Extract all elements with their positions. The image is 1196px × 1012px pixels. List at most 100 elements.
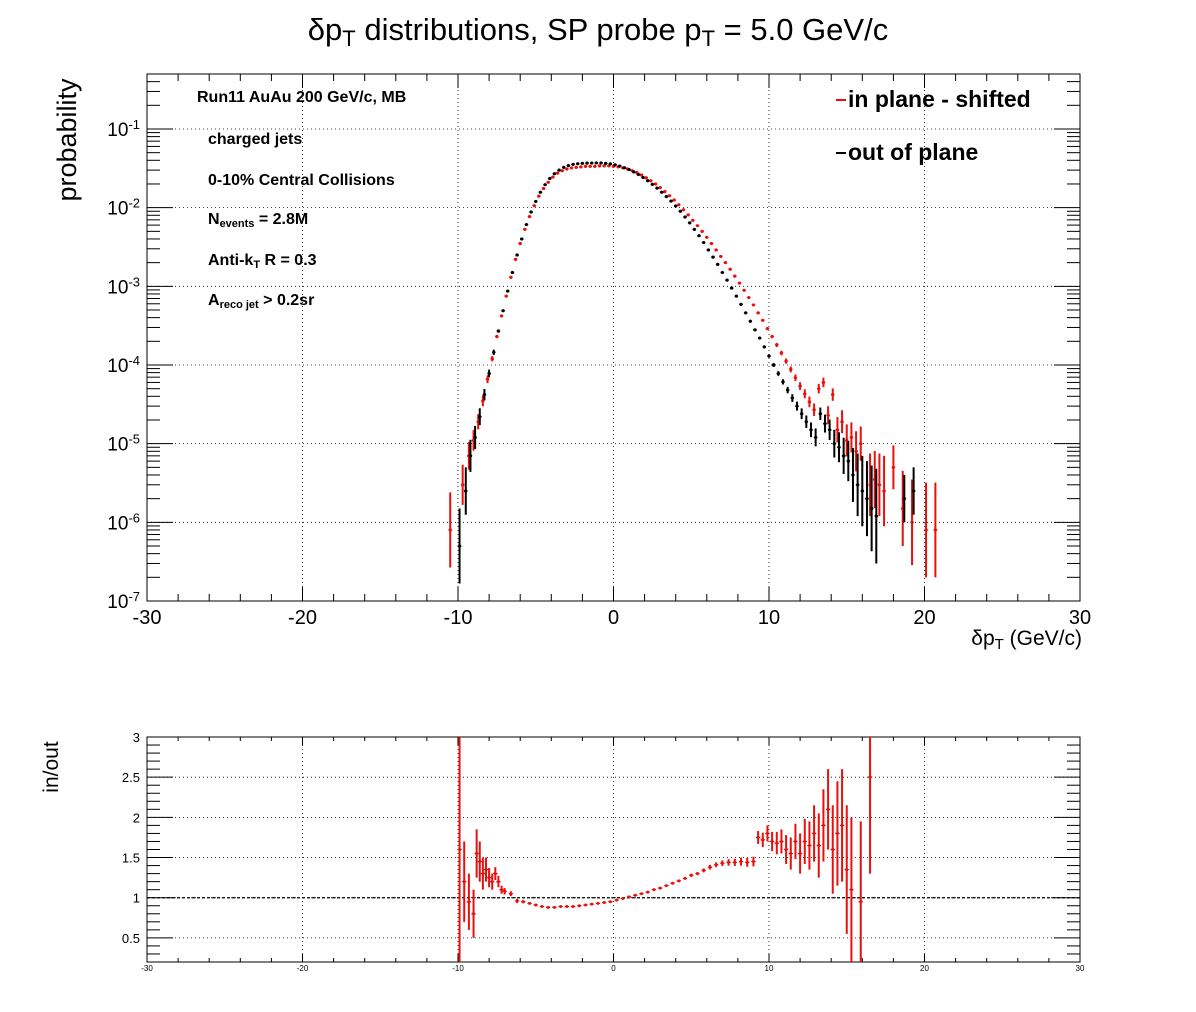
data-point <box>541 186 546 191</box>
data-point <box>658 185 662 190</box>
data-point <box>613 163 617 167</box>
ratio-point <box>621 897 625 901</box>
annotation-nevents-main: N <box>208 211 220 228</box>
top-data <box>448 161 938 584</box>
data-point <box>874 514 878 518</box>
annotation-algorithm-main: Anti-k <box>208 252 253 269</box>
ratio-point <box>646 890 650 894</box>
data-point <box>817 387 821 391</box>
data-point <box>636 172 640 177</box>
data-point <box>527 214 532 219</box>
data-point <box>569 166 574 170</box>
data-point <box>865 497 869 501</box>
legend-label-in-plane: in plane - shifted <box>848 86 1031 112</box>
data-point <box>523 227 527 231</box>
bottom-x-tick-label: -10 <box>452 964 464 973</box>
data-point <box>487 371 491 376</box>
ratio-point <box>765 831 769 835</box>
ratio-point <box>708 865 712 869</box>
ratio-point <box>770 839 774 843</box>
bottom-ticks: -30 -20 -10 0 10 20 30 0.5 1 1.5 2 2.5 3 <box>122 730 1085 973</box>
data-point <box>678 209 682 213</box>
data-point <box>492 350 496 354</box>
data-point <box>739 302 743 306</box>
data-point <box>734 294 738 298</box>
data-point <box>882 489 886 493</box>
data-point <box>515 253 519 257</box>
bottom-x-tick-label: 30 <box>1076 964 1085 973</box>
ratio-point <box>487 876 491 880</box>
data-point <box>504 294 508 298</box>
data-point <box>737 281 742 285</box>
data-point <box>702 240 706 245</box>
ratio-point <box>602 901 606 905</box>
data-point <box>716 262 720 266</box>
annotation-algorithm-rest: R = 0.3 <box>260 252 317 269</box>
top-y-tick-label: 10-2 <box>107 195 140 220</box>
top-y-tick-base: 10 <box>107 592 128 613</box>
ratio-point <box>671 881 675 885</box>
ratio-point <box>793 839 797 843</box>
ratio-point <box>714 863 718 867</box>
bottom-data <box>457 737 873 962</box>
ratio-point <box>677 879 681 883</box>
data-point <box>781 380 785 384</box>
ratio-point <box>467 900 471 904</box>
ratio-point <box>608 900 612 904</box>
title-part-1: δp <box>308 12 343 47</box>
legend: in plane - shifted out of plane <box>836 86 1031 165</box>
annotation-nevents-sub: events <box>220 218 255 230</box>
bottom-x-tick-label: 0 <box>611 964 616 973</box>
bottom-x-tick-label: 20 <box>920 964 929 973</box>
bottom-y-tick-label: 1 <box>133 891 140 906</box>
data-point <box>837 445 841 449</box>
data-point <box>538 190 543 194</box>
data-point <box>823 421 827 426</box>
top-y-tick-exponent: -1 <box>128 116 140 131</box>
data-point <box>641 175 645 180</box>
bottom-y-tick-label: 0.5 <box>122 931 140 946</box>
data-point <box>653 182 658 186</box>
top-y-tick-exponent: -7 <box>128 589 140 604</box>
data-point <box>753 328 757 332</box>
data-point <box>803 392 807 396</box>
data-point <box>546 180 550 184</box>
data-point <box>762 345 766 349</box>
data-point <box>672 198 676 202</box>
data-point <box>870 506 874 511</box>
bottom-y-tick-label: 2 <box>133 810 140 825</box>
ratio-point <box>571 905 575 909</box>
top-y-tick-label: 10-4 <box>107 352 140 377</box>
ratio-point <box>702 868 706 872</box>
top-y-tick-base: 10 <box>107 513 128 534</box>
ratio-point <box>584 903 588 907</box>
data-point <box>632 170 636 174</box>
ratio-point <box>615 898 619 902</box>
data-point <box>583 164 588 168</box>
data-point <box>478 415 482 419</box>
ratio-point <box>503 889 507 893</box>
data-point <box>709 241 714 246</box>
data-point <box>576 162 580 166</box>
data-point <box>562 165 566 169</box>
data-point <box>851 473 855 477</box>
data-point <box>775 343 779 347</box>
top-xlabel-rest: (GeV/c) <box>1004 627 1082 650</box>
data-point <box>588 164 592 168</box>
annotation-nevents-rest: = 2.8M <box>254 211 308 228</box>
ratio-point <box>683 876 687 880</box>
ratio-point <box>817 843 821 847</box>
ratio-point <box>627 895 631 899</box>
data-point <box>692 227 696 231</box>
ratio-point <box>798 852 802 856</box>
data-point <box>809 428 813 432</box>
data-point <box>555 171 560 175</box>
data-point <box>537 194 541 198</box>
ratio-point <box>540 905 544 909</box>
bottom-x-tick-label: -30 <box>141 964 153 973</box>
data-point <box>751 303 756 307</box>
legend-label-out-of-plane: out of plane <box>848 139 978 165</box>
ratio-point <box>727 860 731 864</box>
data-point <box>663 189 667 194</box>
data-point <box>579 165 583 169</box>
